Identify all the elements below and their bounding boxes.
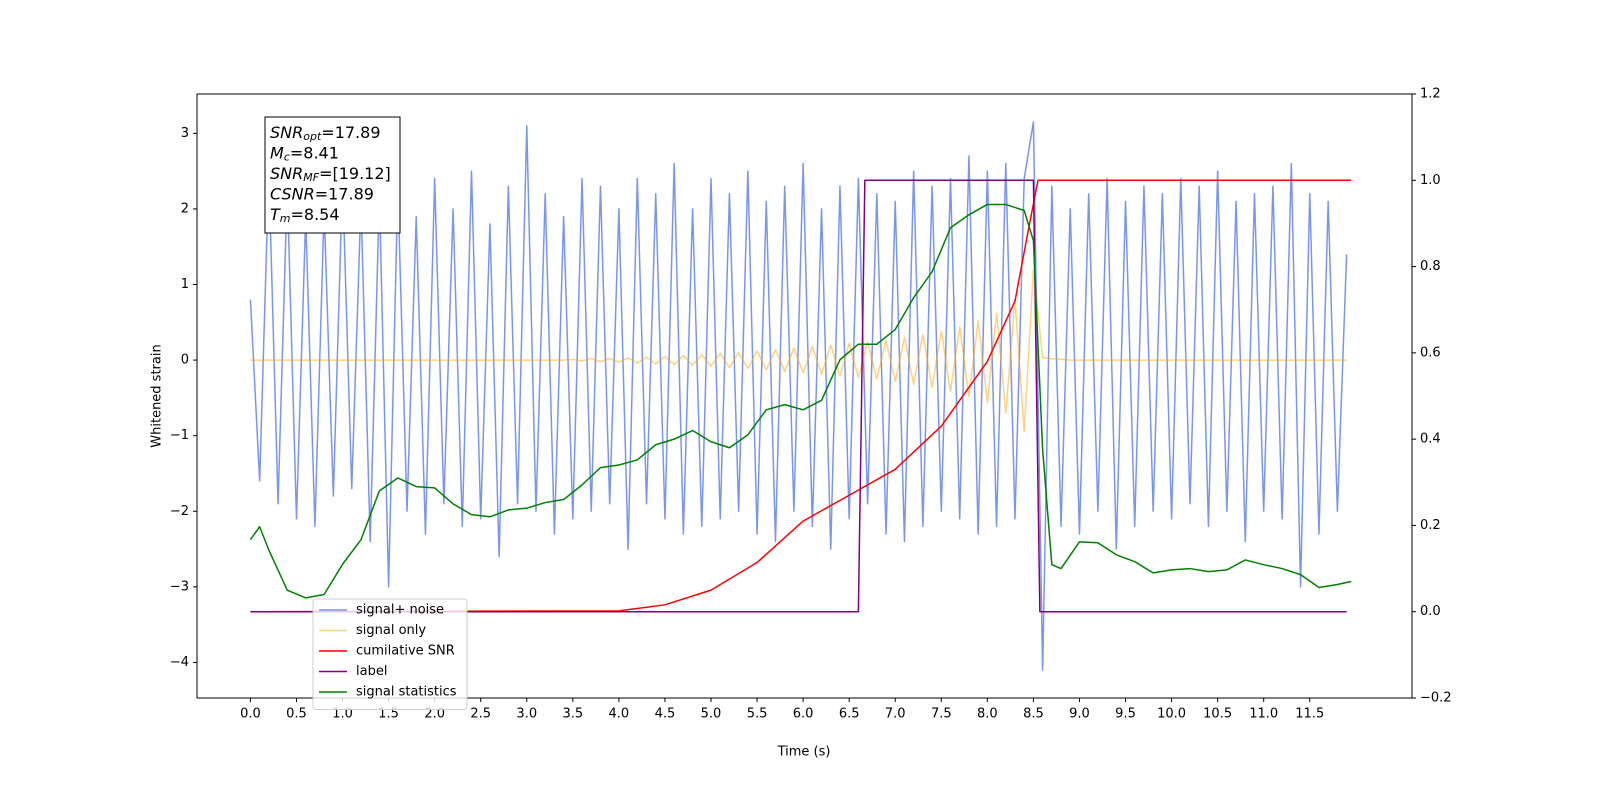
x-tick-label: 10.0 <box>1157 707 1186 722</box>
annotation-name: SNR <box>270 164 303 183</box>
legend-frame <box>312 598 468 710</box>
x-tick-label: 8.5 <box>1023 707 1044 722</box>
annotation-value: =17.89 <box>321 123 380 142</box>
plot-area <box>249 121 1352 671</box>
legend-label: cumilative SNR <box>356 644 455 659</box>
y-axis-label: Whitened strain <box>150 344 165 447</box>
x-tick-label: 11.0 <box>1249 707 1278 722</box>
annotation-line: Tm=8.54 <box>270 205 340 226</box>
annotation-sub: m <box>280 212 291 225</box>
legend-label: signal+ noise <box>356 603 444 618</box>
x-tick-label: 1.5 <box>378 707 399 722</box>
x-tick-label: 2.5 <box>470 707 491 722</box>
annotation-value: =[19.12] <box>319 164 391 183</box>
annotation-line: SNRMF=[19.12] <box>270 164 391 185</box>
x-tick-label: 4.0 <box>609 707 630 722</box>
annotation-name: T <box>270 205 281 224</box>
y2-tick-label: 0.0 <box>1420 604 1441 619</box>
x-tick-label: 3.5 <box>562 707 583 722</box>
annotation-value: =8.54 <box>291 205 340 224</box>
y-tick-label: −4 <box>170 655 189 670</box>
annotation-sub: opt <box>303 130 322 143</box>
y2-tick-label: 0.8 <box>1420 259 1441 274</box>
annotation-frame <box>264 116 401 234</box>
series-line <box>249 121 1348 671</box>
annotation-value: =8.41 <box>290 143 339 162</box>
y2-tick-label: −0.2 <box>1420 691 1452 706</box>
legend-label: signal only <box>356 623 426 638</box>
x-tick-label: 11.5 <box>1295 707 1324 722</box>
x-tick-label: 6.5 <box>839 707 860 722</box>
x-tick-label: 3.0 <box>516 707 537 722</box>
y-tick-label: −1 <box>170 428 189 443</box>
legend-label: label <box>356 664 387 679</box>
y-tick-label: 3 <box>181 126 189 141</box>
series-line <box>250 268 1347 433</box>
annotation-line: Mc=8.41 <box>270 143 339 164</box>
y-tick-label: 2 <box>181 201 189 216</box>
x-tick-label: 1.0 <box>332 707 353 722</box>
annotation-box: SNRopt=17.89Mc=8.41SNRMF=[19.12]CSNR=17.… <box>264 116 401 234</box>
x-tick-label: 9.0 <box>1069 707 1090 722</box>
y2-tick-label: 0.4 <box>1420 432 1441 447</box>
series-line <box>249 203 1352 599</box>
y2-tick-label: 0.6 <box>1420 345 1441 360</box>
annotation-line: CSNR=17.89 <box>270 184 374 203</box>
x-tick-label: 8.0 <box>977 707 998 722</box>
x-tick-label: 7.5 <box>931 707 952 722</box>
x-tick-label: 4.5 <box>655 707 676 722</box>
legend: signal+ noise signal only cumilative SNR la… <box>312 598 468 710</box>
x-tick-label: 7.0 <box>885 707 906 722</box>
y2-tick-label: 1.0 <box>1420 173 1441 188</box>
y-tick-label: 0 <box>181 353 189 368</box>
axes-frame <box>196 93 1413 699</box>
x-tick-label: 2.0 <box>424 707 445 722</box>
x-tick-label: 9.5 <box>1115 707 1136 722</box>
annotation-name: CSNR <box>270 184 315 203</box>
y-tick-label: 1 <box>181 277 189 292</box>
y2-tick-label: 1.2 <box>1420 87 1441 102</box>
x-tick-label: 5.0 <box>701 707 722 722</box>
y-tick-label: −3 <box>170 579 189 594</box>
x-tick-label: 0.0 <box>240 707 261 722</box>
series-line <box>250 179 1352 613</box>
x-tick-label: 10.5 <box>1203 707 1232 722</box>
annotation-sub: MF <box>303 171 319 184</box>
series-line <box>250 179 1347 613</box>
x-tick-label: 0.5 <box>286 707 307 722</box>
annotation-name: SNR <box>270 123 303 142</box>
annotation-name: M <box>270 143 284 162</box>
y-tick-label: −2 <box>170 504 189 519</box>
legend-label: signal statistics <box>356 685 457 700</box>
x-tick-label: 5.5 <box>747 707 768 722</box>
annotation-value: =17.89 <box>315 184 374 203</box>
x-tick-label: 6.0 <box>793 707 814 722</box>
y2-tick-label: 0.2 <box>1420 518 1441 533</box>
annotation-line: SNRopt=17.89 <box>270 123 381 144</box>
annotation-sub: c <box>284 151 290 164</box>
x-axis-label: Time (s) <box>777 745 831 760</box>
